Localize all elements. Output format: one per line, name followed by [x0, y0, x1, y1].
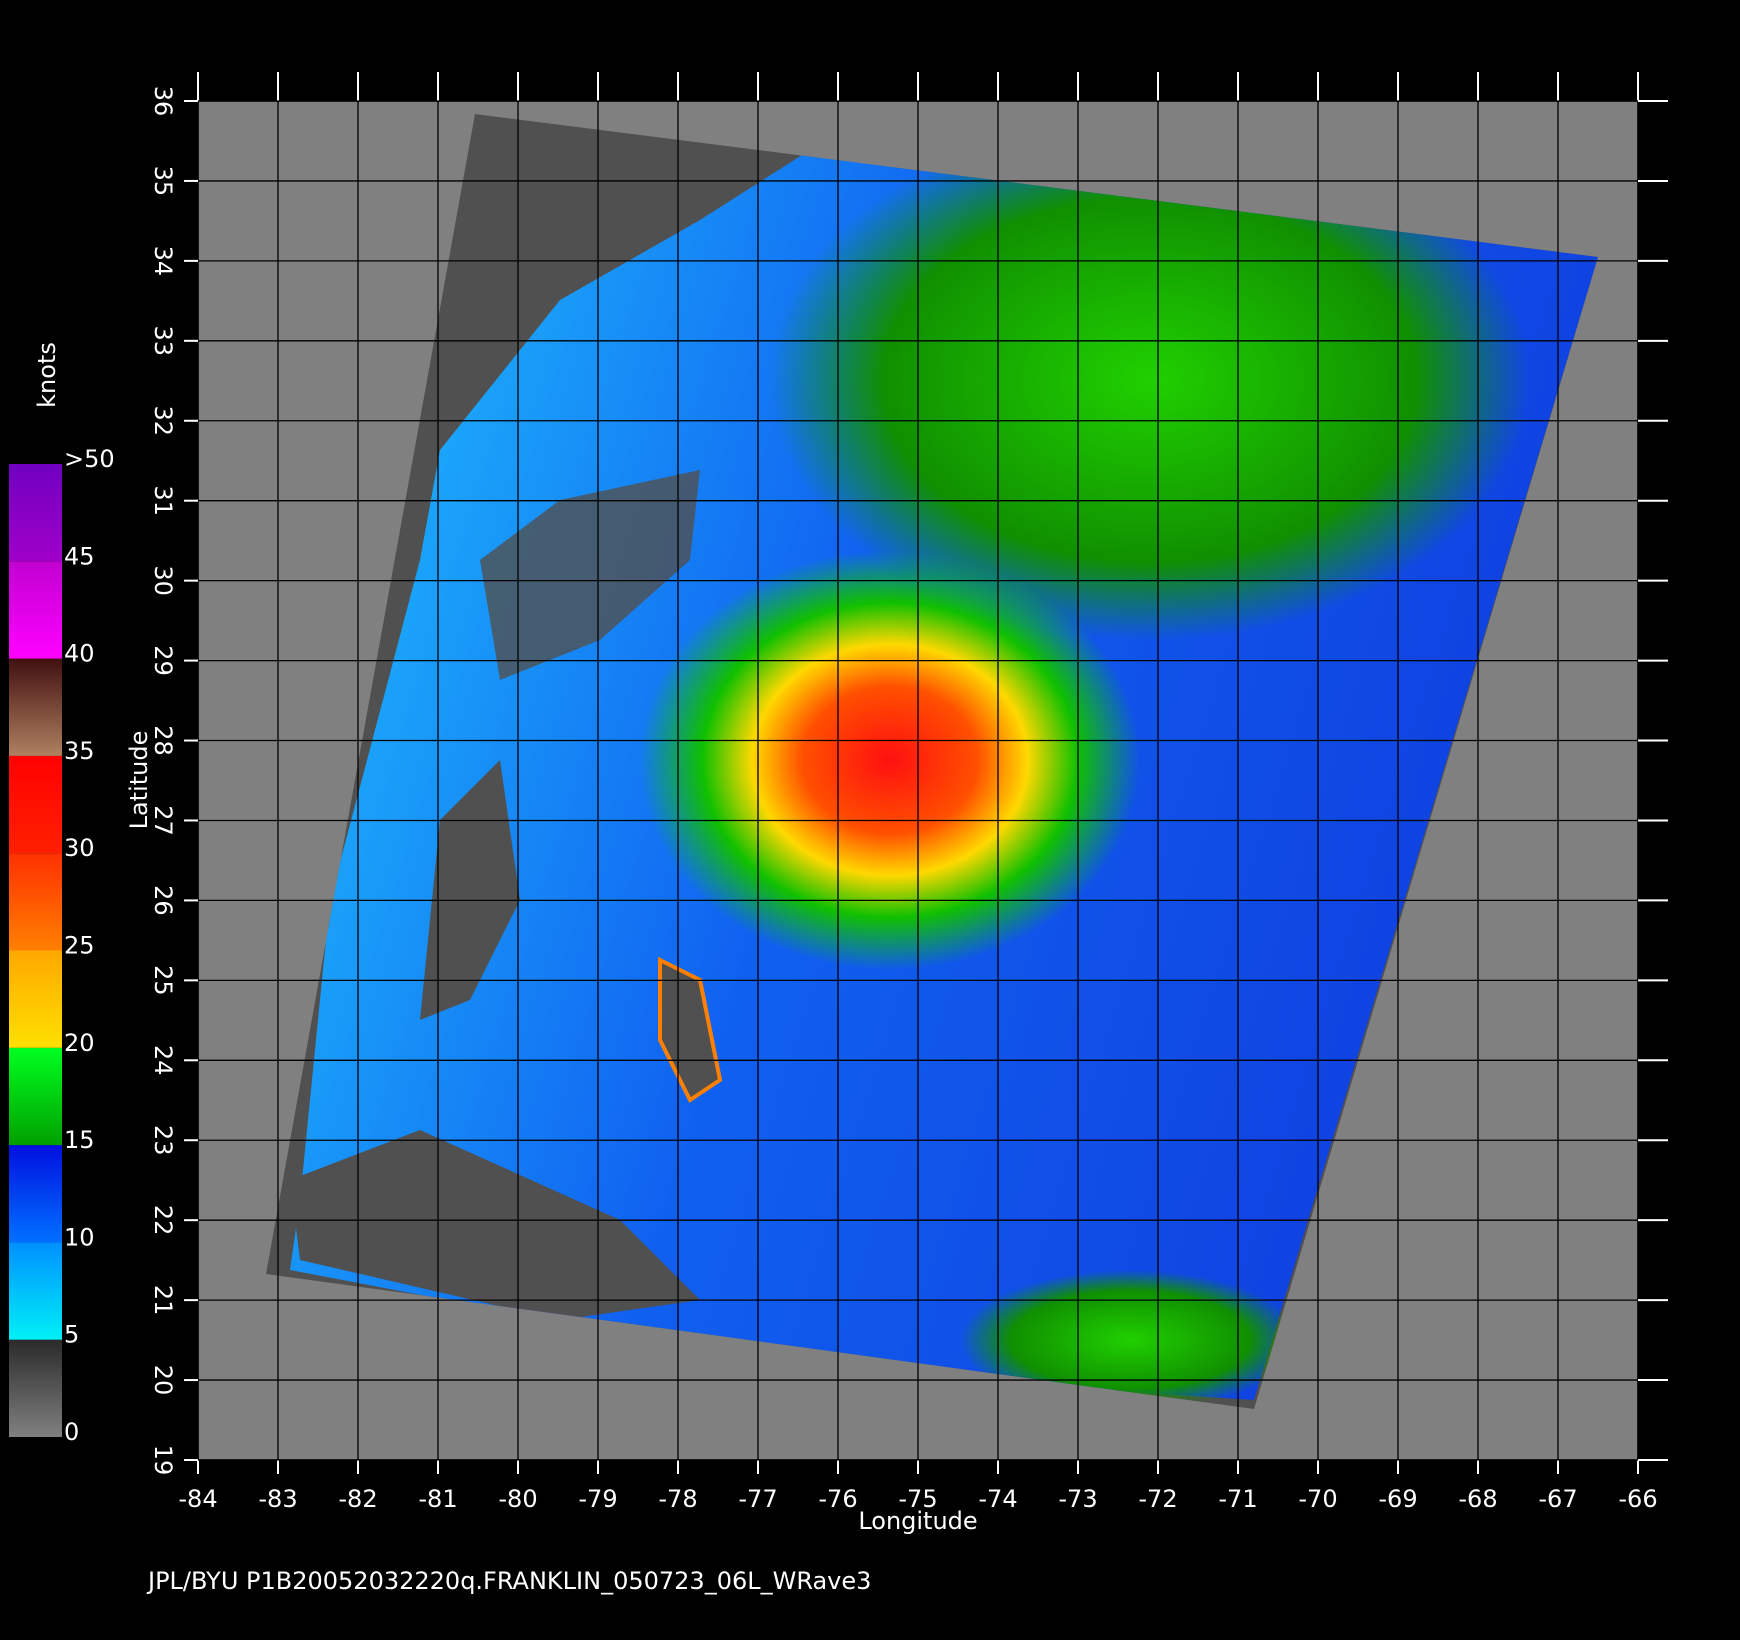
x-tick-label: -84	[178, 1485, 217, 1513]
colorbar-band	[9, 658, 62, 756]
wind-south	[960, 1270, 1300, 1409]
colorbar-title: knots	[33, 342, 61, 408]
x-tick-label: -81	[418, 1485, 457, 1513]
y-axis-label: Latitude	[125, 731, 153, 830]
land	[420, 760, 520, 1020]
colorbar-label: 0	[64, 1418, 79, 1446]
colorbar-band	[9, 561, 62, 659]
x-tick-label: -72	[1138, 1485, 1177, 1513]
colorbar-label: 20	[64, 1029, 95, 1057]
wind-north	[770, 120, 1530, 640]
colorbar-label: 35	[64, 737, 95, 765]
x-tick-label: -67	[1538, 1485, 1577, 1513]
y-tick-label: 19	[149, 1445, 177, 1476]
x-tick-label: -75	[898, 1485, 937, 1513]
colorbar-label: 45	[64, 542, 95, 570]
island	[658, 956, 723, 1103]
y-tick-label: 33	[149, 326, 177, 357]
x-tick-label: -76	[818, 1485, 857, 1513]
colorbar-label: 30	[64, 834, 95, 862]
colorbar-label: 10	[64, 1223, 95, 1251]
colorbar-band	[9, 950, 62, 1048]
y-tick-label: 26	[149, 885, 177, 916]
colorbar-label: >50	[64, 445, 115, 473]
x-tick-label: -73	[1058, 1485, 1097, 1513]
x-tick-label: -74	[978, 1485, 1017, 1513]
y-tick-label: 31	[149, 485, 177, 516]
y-tick-label: 24	[149, 1045, 177, 1076]
y-tick-label: 25	[149, 965, 177, 996]
y-tick-label: 27	[149, 805, 177, 836]
x-tick-label: -77	[738, 1485, 777, 1513]
x-tick-label: -80	[498, 1485, 537, 1513]
colorbar-band	[9, 464, 62, 562]
x-tick-label: -83	[258, 1485, 297, 1513]
y-tick-label: 29	[149, 645, 177, 676]
axes: -84 -83 -82 -81 -80 -79 -78 -77 -76 -75 -74 -73 -72 -…	[149, 72, 1668, 1513]
colorbar-label: 25	[64, 932, 95, 960]
x-tick-label: -79	[578, 1485, 617, 1513]
footer: JPL/BYU P1B20052032220q.FRANKLIN_050723_…	[146, 1567, 871, 1595]
y-tick-label: 36	[149, 86, 177, 117]
x-tick-label: -69	[1378, 1485, 1417, 1513]
storm-core	[640, 550, 1140, 970]
colorbar-label: 5	[64, 1321, 79, 1349]
colorbar-band	[9, 1145, 62, 1243]
colorbar-band	[9, 1047, 62, 1146]
y-tick-label: 35	[149, 166, 177, 197]
colorbar-band	[9, 853, 62, 951]
x-tick-label: -71	[1218, 1485, 1257, 1513]
colorbar-band	[9, 755, 62, 854]
colorbar-band	[9, 1339, 62, 1437]
y-tick-label: 23	[149, 1125, 177, 1156]
colorbar: 0 5 10 15 20 25 30 35 40 45 >50	[9, 445, 115, 1446]
x-tick-label: -70	[1298, 1485, 1337, 1513]
x-tick-label: -78	[658, 1485, 697, 1513]
y-tick-label: 21	[149, 1285, 177, 1316]
x-tick-label: -66	[1618, 1485, 1657, 1513]
y-tick-label: 30	[149, 565, 177, 596]
x-tick-label: -82	[338, 1485, 377, 1513]
y-tick-label: 22	[149, 1205, 177, 1236]
colorbar-label: 40	[64, 640, 95, 668]
colorbar-band	[9, 1242, 62, 1340]
colorbar-label: 15	[64, 1126, 95, 1154]
land	[480, 470, 700, 680]
y-tick-label: 34	[149, 246, 177, 277]
x-axis-label: Longitude	[858, 1507, 977, 1535]
y-tick-label: 32	[149, 405, 177, 436]
x-tick-label: -68	[1458, 1485, 1497, 1513]
y-tick-label: 20	[149, 1365, 177, 1396]
y-tick-label: 28	[149, 725, 177, 756]
